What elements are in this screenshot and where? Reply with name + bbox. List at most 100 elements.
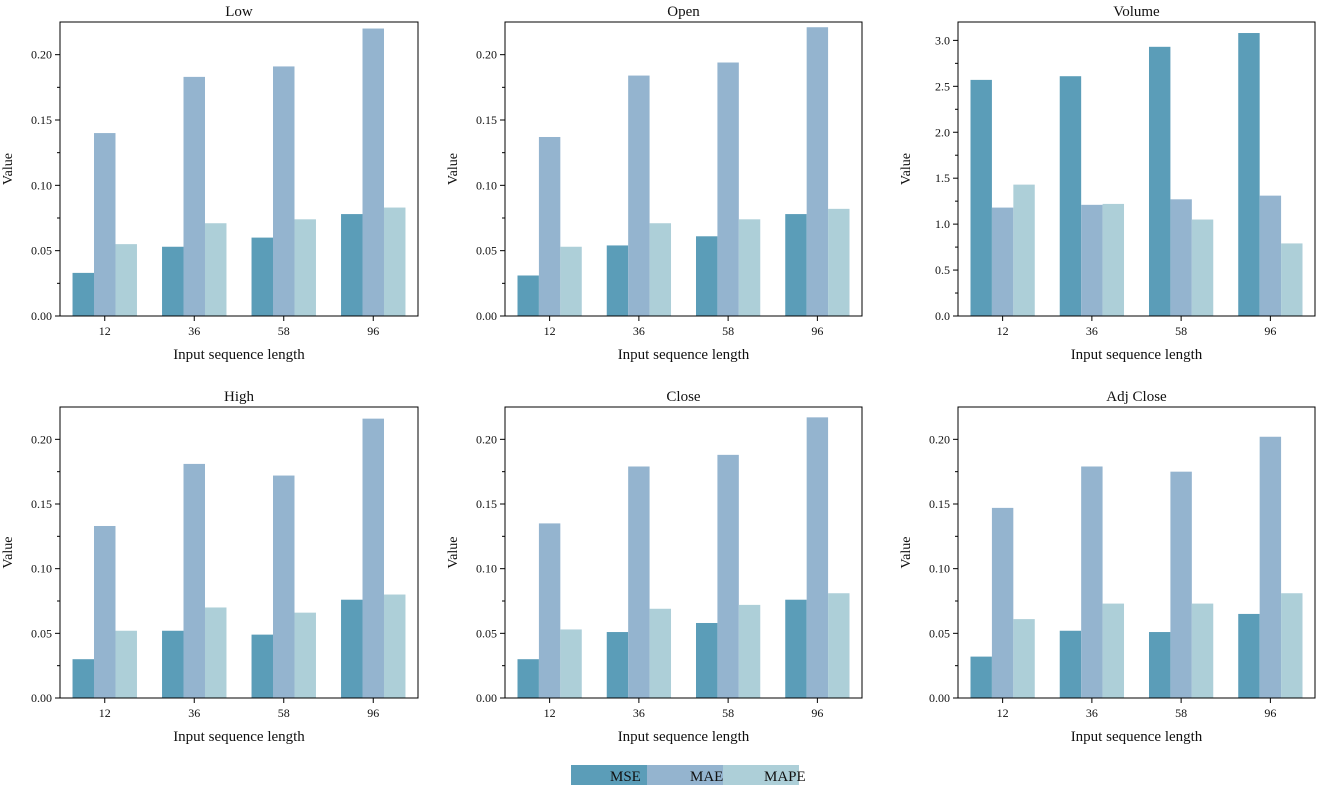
bar-mae-12 <box>538 136 561 316</box>
y-tick-label: 0.05 <box>476 244 497 258</box>
bar-mse-96 <box>1238 613 1260 698</box>
y-tick-label: 0.05 <box>31 244 52 258</box>
x-tick-label: 96 <box>1264 324 1276 338</box>
chart-panel-low: Low 0.00 0.05 0.10 0.15 0.20 12 36 58 96 Input seq… <box>1 4 419 363</box>
bar-mse-96 <box>785 599 807 698</box>
bar-mape-96 <box>383 207 406 316</box>
bar-mae-96 <box>806 417 829 698</box>
bar-mae-36 <box>183 463 205 698</box>
y-tick-label: 0.00 <box>31 691 52 705</box>
bar-mape-96 <box>828 593 850 698</box>
bar-mae-36 <box>628 75 650 316</box>
bar-mse-36 <box>1059 76 1082 317</box>
bar-mae-58 <box>717 62 739 317</box>
panels-group: Low 0.00 0.05 0.10 0.15 0.20 12 36 58 96 Input seq… <box>1 4 1316 745</box>
bar-mse-36 <box>606 245 629 316</box>
legend-label-mae: MAE <box>690 769 723 785</box>
bar-mae-96 <box>806 27 829 316</box>
bar-mae-12 <box>538 523 561 698</box>
bar-mse-96 <box>341 599 363 698</box>
bar-mae-58 <box>273 475 295 698</box>
bar-mae-12 <box>94 525 116 698</box>
bar-mape-12 <box>560 629 582 698</box>
bar-mse-12 <box>72 272 95 316</box>
chart-title: High <box>224 389 255 405</box>
chart-panel-volume: Volume 0.0 0.5 1.0 1.5 2.0 2.5 3.0 12 36 58 96 Input… <box>899 4 1316 363</box>
bar-mape-12 <box>560 246 582 316</box>
plot-frame <box>504 21 863 317</box>
y-tick-label: 2.0 <box>935 125 950 139</box>
x-tick-label: 12 <box>544 324 556 338</box>
y-axis-label: Value <box>899 537 914 569</box>
bar-mae-96 <box>1259 195 1282 316</box>
bar-mse-36 <box>1059 630 1082 698</box>
legend-label-mse: MSE <box>610 769 641 785</box>
plot-frame <box>59 406 419 699</box>
legend-swatch-mape <box>723 765 799 785</box>
y-tick-label: 0.20 <box>476 432 497 446</box>
bar-mape-36 <box>1102 603 1125 698</box>
y-tick-label: 0.20 <box>31 432 52 446</box>
bar-mse-36 <box>162 630 184 698</box>
bar-mae-12 <box>94 133 116 316</box>
bar-mse-96 <box>1238 33 1260 317</box>
bar-mae-12 <box>991 207 1014 316</box>
plot-frame <box>957 21 1316 317</box>
chart-title: Close <box>666 389 701 405</box>
x-tick-label: 96 <box>367 324 379 338</box>
bar-mape-36 <box>649 608 672 698</box>
bar-mse-12 <box>517 275 539 316</box>
y-tick-label: 1.5 <box>935 171 950 185</box>
y-tick-label: 0.5 <box>935 263 950 277</box>
legend: MSE MAE MAPE <box>571 765 806 785</box>
bar-mape-12 <box>115 244 137 316</box>
y-tick-label: 2.5 <box>935 79 950 93</box>
bar-mape-12 <box>1013 184 1035 316</box>
legend-label-mape: MAPE <box>764 769 806 785</box>
bar-mae-58 <box>1170 199 1192 316</box>
bar-mse-96 <box>341 214 363 316</box>
plot-frame <box>957 406 1316 699</box>
x-axis-label: Input sequence length <box>1071 729 1203 745</box>
y-tick-label: 0.00 <box>476 691 497 705</box>
x-tick-label: 12 <box>99 706 111 720</box>
bar-mse-96 <box>785 214 807 316</box>
bar-mse-12 <box>517 659 539 698</box>
bar-mse-58 <box>696 622 718 698</box>
bar-mape-12 <box>1013 619 1035 698</box>
chart-title: Low <box>225 4 253 20</box>
y-axis-label: Value <box>446 537 461 569</box>
bar-mse-12 <box>970 656 992 698</box>
bar-mape-58 <box>1191 603 1214 698</box>
y-axis-label: Value <box>1 537 16 569</box>
x-tick-label: 36 <box>633 706 645 720</box>
x-tick-label: 58 <box>1175 706 1187 720</box>
bar-mape-36 <box>204 223 227 316</box>
bar-mse-58 <box>251 237 274 316</box>
y-tick-label: 0.15 <box>31 497 52 511</box>
bar-mape-12 <box>115 630 137 698</box>
y-tick-label: 0.20 <box>31 48 52 62</box>
y-tick-label: 0.20 <box>929 432 950 446</box>
y-tick-label: 0.10 <box>31 562 52 576</box>
plot-frame <box>59 21 419 317</box>
y-tick-label: 0.20 <box>476 48 497 62</box>
x-tick-label: 58 <box>278 706 290 720</box>
bar-mae-36 <box>1081 204 1103 316</box>
x-tick-label: 36 <box>188 324 200 338</box>
bar-mae-36 <box>628 466 650 698</box>
y-tick-label: 3.0 <box>935 33 950 47</box>
y-tick-label: 0.15 <box>476 113 497 127</box>
y-tick-label: 0.00 <box>31 309 52 323</box>
x-axis-label: Input sequence length <box>173 729 305 745</box>
bar-mae-58 <box>717 454 739 698</box>
x-tick-label: 36 <box>1086 706 1098 720</box>
y-tick-label: 0.15 <box>929 497 950 511</box>
bar-mse-58 <box>1148 46 1171 317</box>
y-tick-label: 0.00 <box>929 691 950 705</box>
x-tick-label: 58 <box>722 324 734 338</box>
bar-mse-58 <box>696 236 718 316</box>
y-axis-label: Value <box>1 153 16 185</box>
bar-mse-58 <box>251 634 274 698</box>
